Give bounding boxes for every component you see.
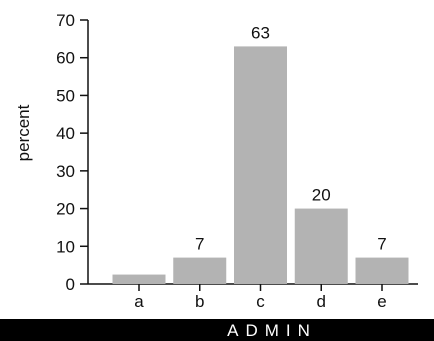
y-tick-label: 70 bbox=[56, 11, 75, 30]
data-label-d: 20 bbox=[312, 186, 331, 205]
y-axis: 0 10 20 30 40 50 60 70 bbox=[56, 11, 89, 294]
y-axis-title: percent bbox=[14, 104, 33, 161]
data-label-b: 7 bbox=[195, 235, 204, 254]
data-label-e: 7 bbox=[377, 235, 386, 254]
y-tick-label: 0 bbox=[66, 275, 75, 294]
x-tick-label: d bbox=[317, 292, 326, 311]
x-axis: a b c d e bbox=[88, 283, 418, 311]
bar-b bbox=[173, 257, 227, 284]
footer-band bbox=[0, 319, 434, 341]
bar-d bbox=[294, 208, 348, 284]
data-labels: 7 63 20 7 bbox=[195, 23, 387, 253]
bar-e bbox=[355, 257, 409, 284]
y-tick-label: 60 bbox=[56, 49, 75, 68]
y-tick-label: 50 bbox=[56, 86, 75, 105]
x-tick-label: c bbox=[256, 292, 265, 311]
data-label-c: 63 bbox=[251, 23, 270, 42]
footer-label: ADMIN bbox=[227, 321, 317, 340]
y-tick-label: 10 bbox=[56, 237, 75, 256]
y-tick-label: 20 bbox=[56, 200, 75, 219]
bar-series bbox=[112, 46, 409, 285]
bar-a bbox=[112, 274, 166, 284]
x-tick-label: a bbox=[134, 292, 144, 311]
bar-c bbox=[234, 46, 287, 285]
x-tick-label: e bbox=[377, 292, 386, 311]
y-tick-label: 30 bbox=[56, 162, 75, 181]
x-tick-label: b bbox=[195, 292, 204, 311]
y-tick-label: 40 bbox=[56, 124, 75, 143]
